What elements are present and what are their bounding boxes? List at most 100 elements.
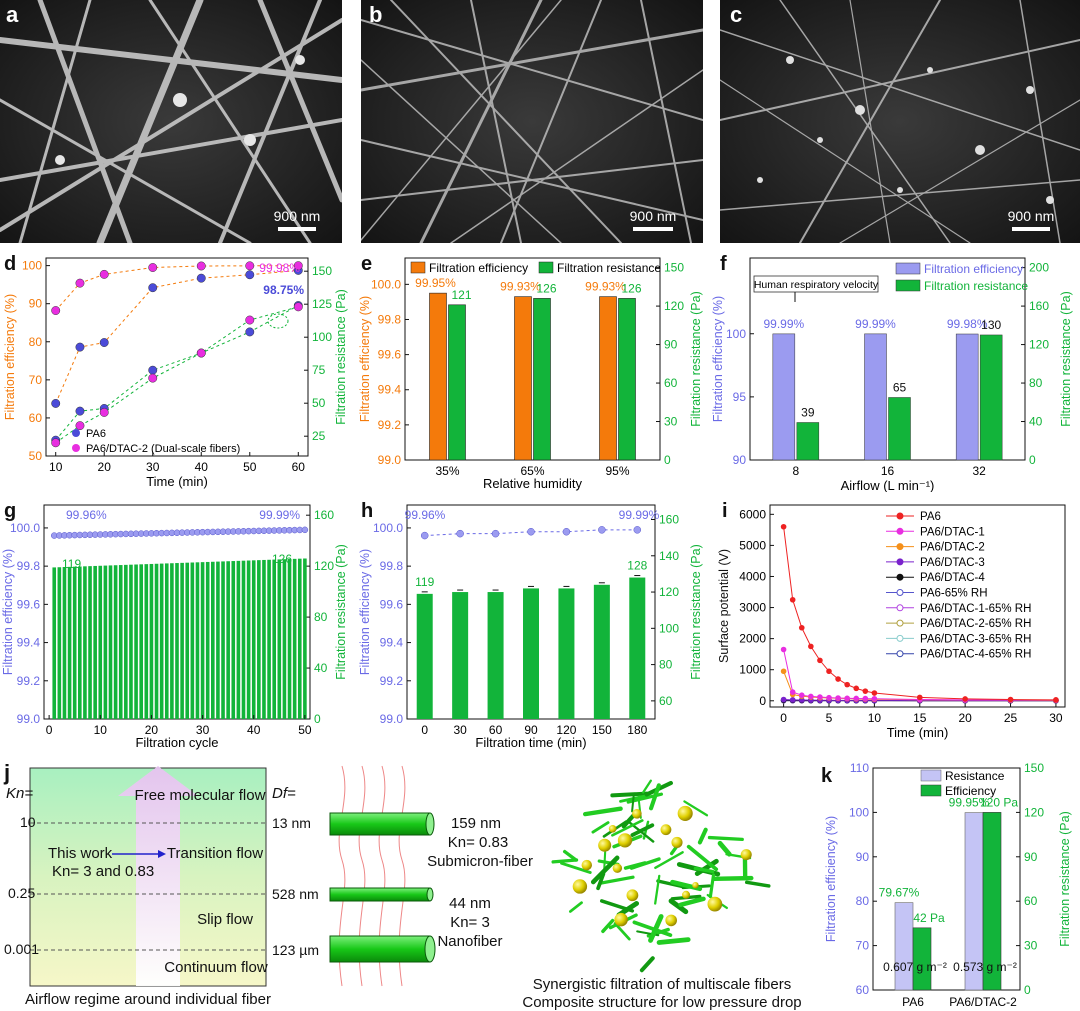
panel-letter: c: [730, 2, 742, 27]
panel-j-schematic: j Kn= 10 0.25 0.001 Free molecular flow …: [3, 760, 802, 1011]
resistance-bar: [175, 563, 179, 719]
x-tick-label: 32: [972, 464, 986, 478]
resistance-bar: [124, 564, 128, 719]
x-tick-label: 0: [46, 723, 53, 737]
resistance-value-label: 121: [451, 288, 471, 302]
fiber-segment: [603, 851, 607, 871]
resistance-bar: [118, 565, 123, 719]
fiber-segment: [654, 874, 661, 905]
data-point: [826, 694, 832, 701]
plot-frame: [749, 257, 1026, 461]
resistance-bar: [62, 567, 67, 719]
y-tick-label: 90: [733, 453, 747, 467]
resistance-bar: [67, 566, 72, 719]
resistance-bar: [129, 564, 133, 719]
particle: [581, 859, 592, 871]
chart-e: e 99.0 99.2 99.4 99.6 99.8 100.0 0 30 60 90 120 150 9…: [358, 253, 703, 491]
x-tick-label: 25: [1004, 711, 1018, 725]
data-point: [75, 421, 85, 431]
efficiency-bar: [514, 296, 532, 461]
legend-label: Resistance: [945, 769, 1005, 783]
efficiency-value-label: 79.67%: [879, 886, 920, 900]
data-point: [780, 646, 787, 653]
legend-label: Filtration resistance: [924, 279, 1028, 293]
x-tick-label: 8: [792, 464, 799, 478]
efficiency-bar: [429, 292, 447, 461]
x-axis-label: Filtration cycle: [135, 735, 218, 750]
resistance-bar: [170, 563, 174, 719]
y2-tick-label: 60: [659, 694, 673, 708]
data-point: [99, 269, 109, 279]
y-tick-label: 99.0: [378, 453, 402, 467]
resistance-bar: [246, 560, 251, 719]
particle: [612, 863, 623, 873]
legend-swatch: [538, 261, 554, 274]
this-work-kn: Kn= 3 and 0.83: [52, 863, 154, 880]
data-point: [780, 696, 787, 703]
resistance-value-label: 126: [621, 281, 641, 295]
data-point: [817, 694, 823, 700]
y-tick-label: 5000: [739, 538, 766, 552]
fiber-segment: [648, 914, 664, 943]
resistance-bar: [144, 564, 149, 719]
efficiency-value-label: 99.93%: [585, 280, 626, 294]
x-tick-label: 60: [292, 460, 306, 474]
legend-marker: [896, 573, 904, 581]
efficiency-first-label: 99.96%: [405, 508, 446, 522]
y-tick-label: 99.6: [378, 348, 402, 362]
y2-tick-label: 120: [659, 585, 679, 599]
x-tick-label: 30: [1049, 711, 1063, 725]
fiber-segment: [686, 844, 719, 872]
legend-label: Efficiency: [945, 784, 996, 798]
y-axis-label: Filtration efficiency (%): [358, 296, 372, 422]
x-tick-label: 30: [146, 460, 160, 474]
particle: [692, 881, 699, 889]
regime-transition: Transition flow: [167, 845, 263, 862]
kn-label: Kn=: [6, 785, 33, 802]
x-axis-label: Time (min): [887, 725, 949, 740]
regime-free-molecular: Free molecular flow: [135, 787, 266, 804]
y2-tick-label: 30: [664, 415, 678, 429]
nanofiber-size: 44 nm: [449, 895, 491, 912]
efficiency-point: [301, 526, 309, 534]
fiber-segment: [697, 827, 708, 845]
legend-label: PA6/DTAC-3-65% RH: [920, 633, 1031, 645]
resistance-value-label: 126: [536, 281, 556, 295]
y-tick-label: 2000: [739, 632, 766, 646]
y-tick-label: 99.0: [380, 712, 404, 726]
x-tick-label: 50: [298, 723, 312, 737]
x-tick-label: 0: [421, 723, 428, 737]
y2-tick-label: 80: [659, 658, 673, 672]
plot-frame: [45, 257, 309, 457]
resistance-bar: [211, 561, 215, 719]
resistance-bar: [979, 334, 1003, 461]
panel-letter: k: [821, 765, 833, 787]
resistance-bar: [523, 588, 539, 719]
y2-tick-label: 120: [664, 299, 684, 313]
data-point: [245, 261, 255, 271]
x-tick-label: 40: [195, 460, 209, 474]
x-tick-label: 65%: [520, 464, 544, 478]
x-axis-label: Time (min): [146, 474, 208, 489]
resistance-bar: [164, 563, 169, 719]
particle: [707, 896, 723, 912]
fiber-segment: [639, 956, 655, 973]
data-point: [835, 676, 841, 682]
x-tick-label: 20: [98, 460, 112, 474]
fiber-segment: [631, 795, 635, 813]
y2-tick-label: 160: [314, 508, 334, 522]
efficiency-point: [420, 531, 429, 540]
y-tick-label: 99.6: [380, 597, 404, 611]
caption-synergistic: Synergistic filtration of multiscale fib…: [533, 976, 791, 993]
y-tick-label: 99.0: [17, 712, 41, 726]
df-label: Df=: [272, 785, 296, 802]
resistance-bar: [78, 566, 82, 719]
x-tick-label: 10: [868, 711, 882, 725]
y-tick-label: 70: [856, 939, 870, 953]
caption-composite: Composite structure for low pressure dro…: [522, 994, 801, 1011]
y2-tick-label: 60: [664, 376, 678, 390]
data-point: [808, 693, 814, 700]
resistance-value-label: 42 Pa: [913, 911, 945, 925]
particle: [626, 889, 639, 902]
data-point: [148, 283, 158, 293]
